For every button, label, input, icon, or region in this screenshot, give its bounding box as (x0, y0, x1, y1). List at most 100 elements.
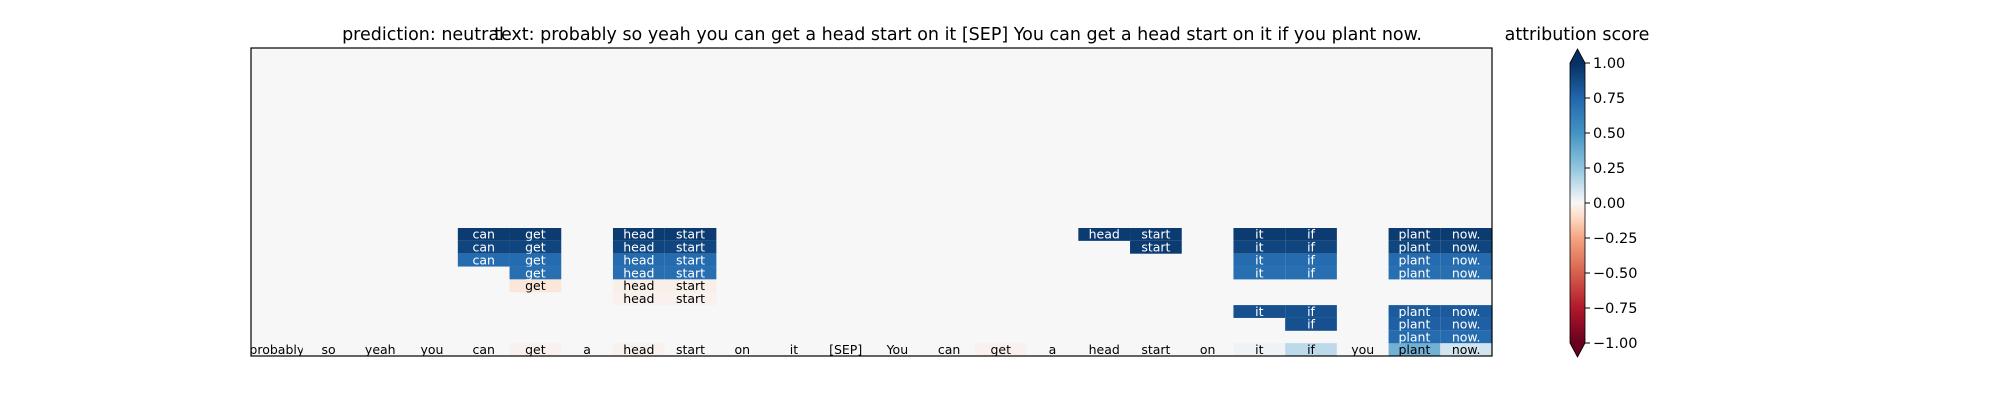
heatmap-background (251, 48, 1492, 356)
heatmap-cell-label: plant (1398, 252, 1430, 267)
heatmap-frame (250, 47, 1493, 357)
heatmap-cell-label: plant (1398, 304, 1430, 319)
heatmap-cell-label: if (1307, 304, 1315, 319)
colorbar-title: attribution score (1505, 25, 1650, 45)
heatmap-cell-label: start (1141, 240, 1170, 255)
heatmap-cell-label: now. (1452, 317, 1481, 332)
heatmap-cell (1233, 253, 1286, 267)
heatmap-cell-label: start (1141, 227, 1170, 242)
token-label: a (583, 342, 591, 357)
heatmap-cell (1285, 240, 1337, 254)
heatmap-cell (1285, 253, 1337, 267)
heatmap-cell-label: head (623, 278, 654, 293)
heatmap-cell-label: it (1255, 265, 1263, 280)
token-label: head (1089, 342, 1120, 357)
heatmap-cell-label: head (623, 240, 654, 255)
token-label: it (1255, 342, 1263, 357)
colorbar-tick-label: 0.75 (1593, 91, 1625, 107)
heatmap-cell (664, 292, 717, 306)
token-label: a (1049, 342, 1057, 357)
heatmap-cell (612, 253, 665, 267)
token-label: can (472, 342, 494, 357)
heatmap-cell-label: it (1255, 240, 1263, 255)
heatmap-cell-label: start (676, 265, 705, 280)
token-row-cell (871, 343, 924, 356)
heatmap-cell (1388, 240, 1441, 254)
heatmap-cell-label: head (623, 252, 654, 267)
token-row-cell (251, 343, 303, 356)
token-label: get (525, 342, 546, 357)
token-label: start (676, 342, 705, 357)
chart-title-text: text: probably so yeah you can get a hea… (494, 25, 1422, 45)
token-row-cell (1336, 343, 1389, 356)
heatmap-cell (509, 279, 562, 293)
heatmap-cell-label: get (525, 265, 546, 280)
heatmap-cell (1440, 330, 1492, 344)
heatmap-cell (1130, 240, 1182, 254)
token-row-cell (716, 343, 769, 356)
heatmap-cell-label: can (472, 227, 494, 242)
token-row-cell (561, 343, 613, 356)
heatmap-cell (1388, 253, 1441, 267)
heatmap-cell (1440, 317, 1492, 331)
heatmap-cell-label: start (676, 227, 705, 242)
heatmap-cell-label: plant (1398, 240, 1430, 255)
heatmap-cell (664, 228, 717, 241)
heatmap-cell (1440, 266, 1492, 280)
heatmap-cell (664, 279, 717, 293)
heatmap-cell-label: start (676, 240, 705, 255)
token-row-cell (664, 343, 717, 356)
heatmap-cell-label: if (1307, 252, 1315, 267)
token-label: plant (1398, 342, 1430, 357)
heatmap-cell-label: now. (1452, 330, 1481, 345)
heatmap-cell (1233, 305, 1286, 318)
heatmap-cell (1388, 305, 1441, 318)
colorbar-tick-label: −1.00 (1593, 336, 1637, 352)
heatmap-cell-label: if (1307, 317, 1315, 332)
token-row-cell (1181, 343, 1234, 356)
heatmap-cell (1388, 317, 1441, 331)
heatmap-cell-label: now. (1452, 227, 1481, 242)
token-label: you (420, 342, 443, 357)
token-label: yeah (365, 342, 396, 357)
token-row-cell (509, 343, 562, 356)
colorbar-gradient (1570, 63, 1585, 343)
heatmap-cell-label: if (1307, 227, 1315, 242)
heatmap-cell (457, 253, 510, 267)
heatmap-cell (1285, 266, 1337, 280)
heatmap-cell-label: head (623, 227, 654, 242)
heatmap-cell (1388, 330, 1441, 344)
token-label: on (734, 342, 750, 357)
heatmap-cell-label: get (525, 278, 546, 293)
heatmap-cell (1233, 240, 1286, 254)
heatmap-cell-label: it (1255, 227, 1263, 242)
colorbar-tick-label: −0.75 (1593, 301, 1637, 317)
colorbar-tick-label: 0.25 (1593, 161, 1625, 177)
colorbar-tick-label: −0.25 (1593, 231, 1637, 247)
heatmap-cell (509, 266, 562, 280)
heatmap-cell-label: get (525, 252, 546, 267)
token-label: can (938, 342, 960, 357)
token-row-cell (612, 343, 665, 356)
token-row-cell (406, 343, 458, 356)
heatmap-cell-label: plant (1398, 330, 1430, 345)
heatmap-cell (509, 240, 562, 254)
heatmap-cell-label: can (472, 240, 494, 255)
colorbar-tick-label: 0.00 (1593, 196, 1625, 212)
token-row-cell (1285, 343, 1337, 356)
heatmap-cell (612, 292, 665, 306)
token-label: on (1200, 342, 1216, 357)
heatmap-cell-label: start (676, 278, 705, 293)
colorbar-tick-label: −0.50 (1593, 266, 1637, 282)
heatmap-cell (1388, 228, 1441, 241)
token-row-cell (1130, 343, 1182, 356)
token-label: you (1351, 342, 1374, 357)
heatmap-cell-label: head (623, 291, 654, 306)
token-row-cell (768, 343, 820, 356)
heatmap-cell-label: now. (1452, 304, 1481, 319)
heatmap-cell (612, 266, 665, 280)
heatmap-cell (1285, 228, 1337, 241)
heatmap-cell-label: get (525, 227, 546, 242)
token-row-cell (819, 343, 872, 356)
heatmap-cell-label: now. (1452, 252, 1481, 267)
